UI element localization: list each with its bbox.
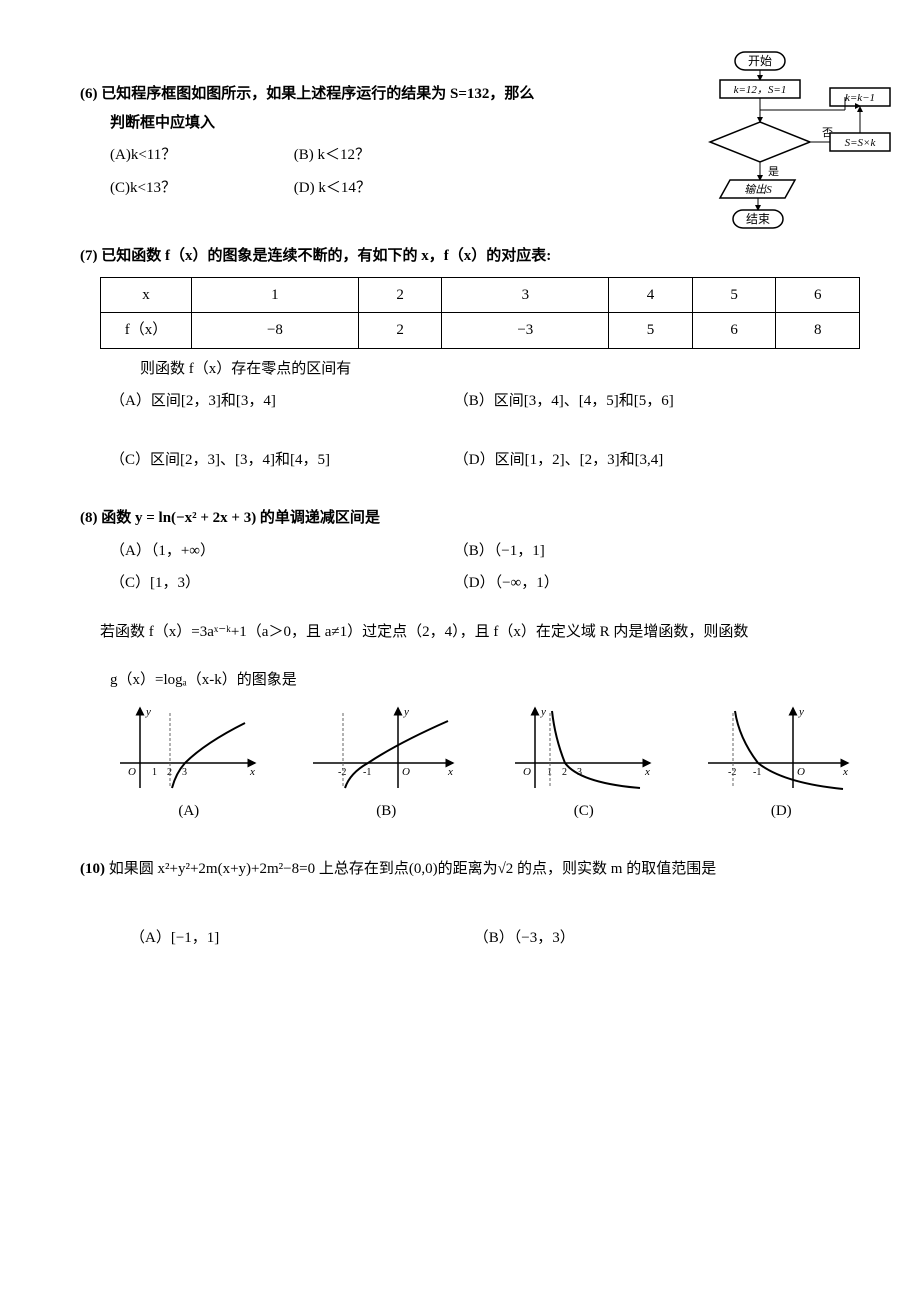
question-6: 开始 k=12，S=1 否 S=S×k k=k−1 是 <box>80 80 860 202</box>
flow-end: 结束 <box>746 212 770 226</box>
q10-optA: （A）[−1，1] <box>130 924 470 953</box>
q6-optD: (D) k＜14？ <box>294 174 474 203</box>
question-8: (8) 函数 y = ln(−x² + 2x + 3) 的单调递减区间是 （A）… <box>80 504 860 598</box>
svg-text:O: O <box>797 766 805 778</box>
q7-optC: （C）区间[2，3]、[3，4]和[4，5] <box>110 446 450 475</box>
graph-a: O 1 2 3 x y (A) <box>110 703 268 826</box>
flow-init: k=12，S=1 <box>734 84 787 96</box>
svg-text:-1: -1 <box>753 767 761 778</box>
q6-optB: (B) k＜12？ <box>294 141 474 170</box>
svg-text:O: O <box>128 766 136 778</box>
svg-text:-1: -1 <box>363 767 371 778</box>
q7-after: 则函数 f（x）存在零点的区间有 <box>140 355 860 384</box>
q10-optB: （B）（−3，3） <box>474 924 814 953</box>
svg-text:2: 2 <box>562 767 567 778</box>
svg-text:1: 1 <box>152 767 157 778</box>
flow-yes: 是 <box>768 165 779 178</box>
svg-text:O: O <box>402 766 410 778</box>
q8-optA: （A）（1，+∞） <box>110 537 450 566</box>
svg-text:O: O <box>523 766 531 778</box>
q6-optC: (C)k<13？ <box>110 174 290 203</box>
q8-optD: （D）（−∞，1） <box>454 569 794 598</box>
question-7: (7) 已知函数 f（x）的图象是连续不断的，有如下的 x，f（x）的对应表: … <box>80 242 860 474</box>
q7-optB: （B）区间[3，4]、[4，5]和[5，6] <box>454 387 794 416</box>
q7-intro: 已知函数 f（x）的图象是连续不断的，有如下的 x，f（x）的对应表: <box>101 248 551 264</box>
q9-intro: 若函数 f（x）=3aˣ⁻ᵏ+1（a＞0，且 a≠1）过定点（2，4），且 f（… <box>100 618 860 647</box>
q7-num: (7) <box>80 248 98 264</box>
graph-c-label: (C) <box>505 797 663 826</box>
flow-loop: k=k−1 <box>845 92 875 104</box>
q8-text: 函数 y = ln(−x² + 2x + 3) 的单调递减区间是 <box>101 510 380 526</box>
graph-d-label: (D) <box>703 797 861 826</box>
q8-optC: （C）[1，3） <box>110 569 450 598</box>
flowchart: 开始 k=12，S=1 否 S=S×k k=k−1 是 <box>680 50 900 271</box>
flow-start: 开始 <box>748 54 772 68</box>
question-9: 若函数 f（x）=3aˣ⁻ᵏ+1（a＞0，且 a≠1）过定点（2，4），且 f（… <box>80 618 860 826</box>
q6-line1: 已知程序框图如图所示，如果上述程序运行的结果为 S=132，那么 <box>101 86 534 102</box>
table-row: f（x） −8 2 −3 5 6 8 <box>101 313 860 349</box>
graph-b: O -2 -1 x y (B) <box>308 703 466 826</box>
svg-text:y: y <box>540 706 546 718</box>
svg-text:3: 3 <box>182 767 187 778</box>
graph-a-label: (A) <box>110 797 268 826</box>
svg-text:-2: -2 <box>338 767 346 778</box>
q7-optD: （D）区间[1，2]、[2，3]和[3,4] <box>454 446 794 475</box>
graph-c: O 1 2 3 x y (C) <box>505 703 663 826</box>
flowchart-svg: 开始 k=12，S=1 否 S=S×k k=k−1 是 <box>680 50 900 260</box>
q7-table: x 1 2 3 4 5 6 f（x） −8 2 −3 5 6 8 <box>100 277 860 349</box>
q6-optA: (A)k<11？ <box>110 141 290 170</box>
flow-mul: S=S×k <box>845 137 877 149</box>
q7-optA: （A）区间[2，3]和[3，4] <box>110 387 450 416</box>
flow-out: 输出S <box>744 183 772 196</box>
q10-num: (10) <box>80 861 105 877</box>
svg-text:-2: -2 <box>728 767 736 778</box>
svg-text:y: y <box>798 706 804 718</box>
svg-text:x: x <box>842 766 848 778</box>
svg-text:y: y <box>403 706 409 718</box>
q6-num: (6) <box>80 86 98 102</box>
svg-text:x: x <box>644 766 650 778</box>
q9-line2: g（x）=logₐ（x-k）的图象是 <box>110 666 860 695</box>
graph-d: O -2 -1 x y (D) <box>703 703 861 826</box>
q8-optB: （B）（−1，1] <box>454 537 794 566</box>
graph-b-label: (B) <box>308 797 466 826</box>
svg-text:y: y <box>145 706 151 718</box>
q8-num: (8) <box>80 510 98 526</box>
table-row: x 1 2 3 4 5 6 <box>101 277 860 313</box>
question-10: (10) 如果圆 x²+y²+2m(x+y)+2m²−8=0 上总存在到点(0,… <box>80 855 860 952</box>
svg-text:x: x <box>249 766 255 778</box>
q10-text: 如果圆 x²+y²+2m(x+y)+2m²−8=0 上总存在到点(0,0)的距离… <box>109 861 716 877</box>
graph-row: O 1 2 3 x y (A) O -2 -1 x y <box>110 703 860 826</box>
svg-text:x: x <box>447 766 453 778</box>
